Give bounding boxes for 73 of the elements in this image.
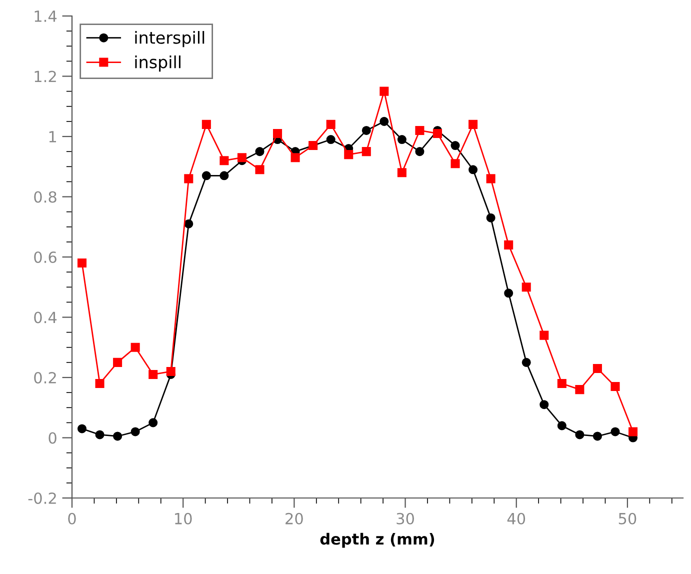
point: [522, 358, 531, 367]
point: [610, 382, 620, 392]
point: [557, 421, 566, 430]
point: [450, 159, 460, 168]
point: [432, 128, 442, 138]
point: [575, 430, 584, 440]
point: [397, 135, 406, 144]
point: [522, 282, 531, 292]
point: [148, 370, 158, 379]
legend-label: inspill: [135, 55, 180, 72]
x-tick-label: 20: [286, 512, 303, 524]
point: [237, 153, 246, 162]
point: [557, 379, 566, 388]
point: [326, 120, 336, 129]
point: [113, 358, 122, 367]
x-tick-label: 50: [618, 512, 636, 524]
point: [362, 126, 371, 135]
point: [255, 147, 264, 156]
point: [468, 120, 478, 129]
x-tick-label: 40: [507, 512, 526, 524]
point: [380, 116, 389, 126]
y-tick-label: 0.2: [34, 372, 56, 384]
y-tick-label: 0.4: [34, 312, 57, 324]
x-tick-label: 10: [175, 512, 192, 524]
y-tick-label: 0.6: [34, 251, 56, 264]
point: [628, 427, 638, 436]
x-tick-label: 0: [68, 512, 76, 524]
point: [504, 288, 514, 298]
point: [255, 165, 264, 174]
point: [504, 240, 514, 250]
point: [486, 213, 496, 222]
point: [344, 150, 354, 160]
point: [326, 135, 336, 144]
point: [113, 432, 122, 441]
point: [220, 156, 229, 166]
point: [397, 168, 406, 178]
point: [415, 126, 424, 135]
y-tick-label: 1: [49, 131, 56, 142]
point: [202, 120, 211, 129]
point: [148, 418, 158, 428]
point: [540, 400, 549, 410]
point: [468, 165, 478, 174]
point: [95, 379, 104, 388]
y-tick-label: 0.8: [34, 191, 56, 203]
point: [130, 342, 140, 352]
point: [610, 427, 620, 436]
legend-label: interspill: [135, 31, 204, 48]
point: [592, 364, 602, 373]
y-tick-label: 0: [48, 432, 56, 444]
point: [290, 153, 300, 162]
point: [220, 171, 229, 180]
point: [184, 219, 194, 228]
x-axis-title: depth z (mm): [320, 532, 434, 548]
point: [380, 86, 389, 96]
point: [415, 147, 424, 156]
x-tick-label: 30: [396, 512, 414, 524]
point: [202, 171, 211, 180]
y-tick-label: 1.4: [34, 10, 57, 22]
point: [450, 141, 460, 150]
point: [486, 174, 496, 184]
point: [273, 128, 282, 138]
point: [575, 385, 584, 394]
point: [592, 432, 602, 441]
point: [77, 258, 87, 268]
point: [540, 330, 549, 340]
point: [184, 174, 194, 184]
point: [95, 430, 104, 440]
point: [166, 366, 176, 376]
point: [362, 147, 371, 156]
y-tick-label: -0.2: [28, 492, 56, 504]
point: [130, 427, 140, 436]
point: [77, 424, 87, 434]
y-tick-label: 1.2: [34, 70, 56, 82]
